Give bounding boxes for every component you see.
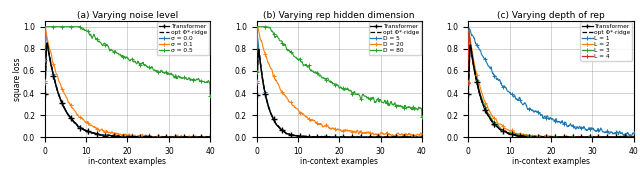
Title: (a) Varying noise level: (a) Varying noise level [77, 11, 178, 20]
X-axis label: in-context examples: in-context examples [88, 157, 166, 166]
Title: (b) Varying rep hidden dimension: (b) Varying rep hidden dimension [264, 11, 415, 20]
X-axis label: in-context examples: in-context examples [512, 157, 590, 166]
Title: (c) Varying depth of rep: (c) Varying depth of rep [497, 11, 605, 20]
Legend: Transformer, opt Φ*·ridge, L = 1, L = 2, L = 3, L = 4: Transformer, opt Φ*·ridge, L = 1, L = 2,… [580, 22, 632, 61]
Legend: Transformer, opt Φ*·ridge, σ = 0.0, σ = 0.1, σ = 0.5: Transformer, opt Φ*·ridge, σ = 0.0, σ = … [157, 22, 209, 55]
Y-axis label: square loss: square loss [13, 57, 22, 101]
X-axis label: in-context examples: in-context examples [300, 157, 378, 166]
Legend: Transformer, opt Φ*·ridge, D = 5, D = 20, D = 80: Transformer, opt Φ*·ridge, D = 5, D = 20… [369, 22, 420, 55]
